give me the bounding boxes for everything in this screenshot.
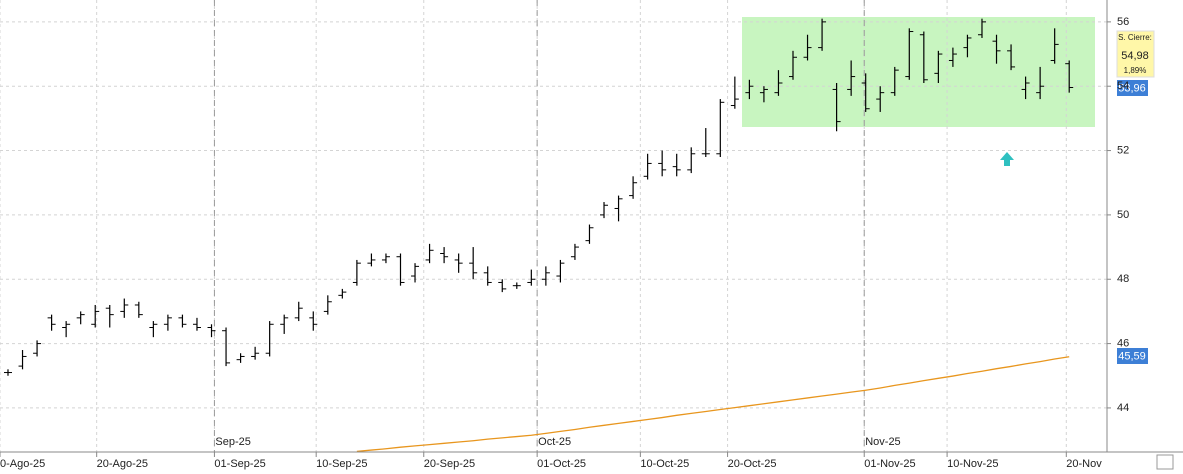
y-tick-label: 56 — [1117, 16, 1129, 28]
month-label: Nov-25 — [865, 436, 900, 448]
x-tick-label: 10-Sep-25 — [316, 458, 367, 470]
x-tick-label: 20-Oct-25 — [728, 458, 777, 470]
highlight-box — [742, 17, 1095, 127]
x-tick-label: 0-Ago-25 — [0, 458, 45, 470]
y-tick-label: 50 — [1117, 209, 1129, 221]
x-tick-label: 20-Nov — [1066, 458, 1102, 470]
plot — [3, 18, 1074, 453]
average-tag — [1117, 348, 1148, 364]
y-tick-label: 54 — [1117, 80, 1129, 92]
average-line — [356, 356, 1070, 453]
last-tag-text: 53,96 — [1118, 82, 1146, 94]
corner-icon[interactable] — [1156, 454, 1174, 470]
x-tick-label: 10-Nov-25 — [947, 458, 998, 470]
x-tick-label: 10-Oct-25 — [640, 458, 689, 470]
tag-title: S. Cierre: — [1118, 33, 1152, 42]
arrow-icon — [1000, 152, 1014, 166]
y-tick-label: 48 — [1117, 273, 1129, 285]
y-tick-label: 44 — [1117, 402, 1129, 414]
y-tick-label: 52 — [1117, 144, 1129, 156]
tag-change: 1,89% — [1124, 66, 1147, 75]
x-tick-label: 20-Ago-25 — [97, 458, 148, 470]
month-label: Sep-25 — [215, 436, 250, 448]
last-tag — [1117, 80, 1148, 96]
x-tick-label: 01-Oct-25 — [537, 458, 586, 470]
x-tick-label: 01-Nov-25 — [864, 458, 915, 470]
x-tick-label: 01-Sep-25 — [214, 458, 265, 470]
month-label: Oct-25 — [538, 436, 571, 448]
tag-value: 54,98 — [1121, 50, 1149, 62]
y-tick-label: 46 — [1117, 337, 1129, 349]
average-tag-text: 45,59 — [1118, 350, 1146, 362]
x-tick-label: 20-Sep-25 — [424, 458, 475, 470]
close-tag — [1116, 30, 1155, 78]
grid — [0, 0, 1107, 452]
